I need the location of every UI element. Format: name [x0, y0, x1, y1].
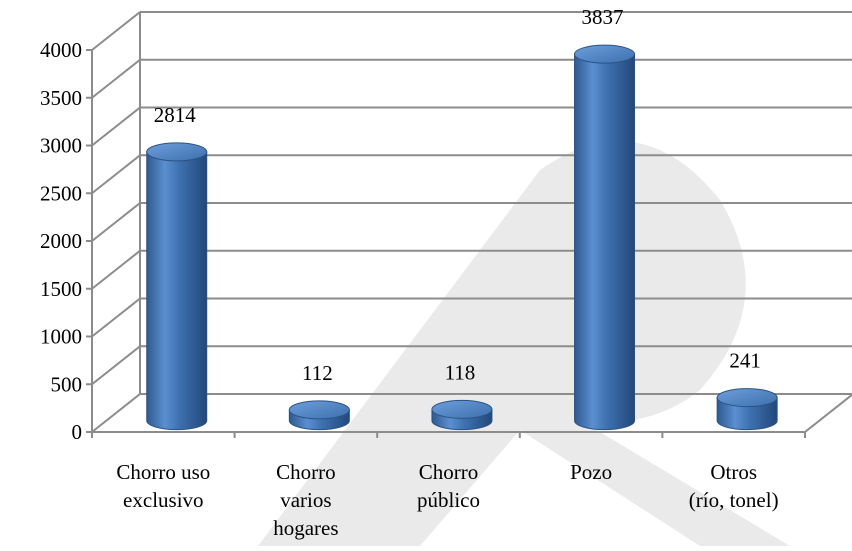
bar-4 — [716, 388, 778, 431]
data-label-3: 3837 — [582, 5, 624, 29]
y-tick-label-2000: 2000 — [40, 229, 82, 253]
gridline-diagonal-500 — [91, 345, 141, 386]
bar-top-2 — [431, 399, 493, 419]
category-label-2-1: público — [417, 488, 480, 512]
y-tick-label-4000: 4000 — [40, 38, 82, 62]
y-tick-label-3500: 3500 — [40, 86, 82, 110]
bar-2 — [431, 399, 493, 431]
watermark-shape — [258, 141, 790, 547]
data-label-0: 2814 — [154, 103, 197, 127]
bar-top-0 — [146, 142, 208, 162]
y-tick-label-3000: 3000 — [40, 134, 82, 158]
category-label-0-0: Chorro uso — [116, 460, 210, 484]
bar-top-4 — [716, 388, 778, 408]
y-tick-label-1500: 1500 — [40, 277, 82, 301]
category-label-0-1: exclusivo — [123, 488, 203, 512]
bar-top-1 — [288, 400, 350, 420]
gridline-diagonal-1000 — [91, 297, 141, 338]
category-label-4-1: (río, tonel) — [689, 488, 779, 512]
category-label-1-2: hogares — [273, 516, 338, 540]
y-tick-label-0: 0 — [72, 420, 83, 444]
gridline-diagonal-3000 — [91, 106, 141, 147]
bar-body-3 — [574, 53, 636, 431]
gridline-diagonal-2500 — [91, 154, 141, 195]
y-tick-label-500: 500 — [51, 372, 83, 396]
labels: 0 500 1000 1500 2000 2500 3000 3500 4000 2814 Chor… — [40, 5, 779, 540]
bar-top-3 — [574, 44, 636, 64]
gridline-diagonal-4000 — [91, 11, 141, 51]
data-label-4: 241 — [729, 349, 761, 373]
y-tick-label-1000: 1000 — [40, 325, 82, 349]
category-label-1-1: varios — [280, 488, 331, 512]
gridline-diagonal-1500 — [91, 249, 141, 290]
bar-3 — [574, 44, 636, 431]
category-label-4-0: Otros — [710, 460, 757, 484]
category-label-2-0: Chorro — [419, 460, 479, 484]
axes — [86, 49, 852, 438]
data-label-1: 112 — [302, 361, 333, 385]
gridline-diagonal-0 — [91, 393, 141, 433]
y-tick-label-2500: 2500 — [40, 181, 82, 205]
bar-0 — [146, 142, 208, 431]
bar-body-0 — [146, 151, 208, 431]
bar-1 — [288, 400, 350, 431]
gridline-diagonal-2000 — [91, 202, 141, 242]
data-label-2: 118 — [445, 360, 476, 384]
gridlines — [91, 11, 852, 433]
category-label-3-0: Pozo — [570, 460, 612, 484]
watermark — [258, 141, 790, 547]
floor-right-edge — [804, 393, 852, 433]
category-label-1-0: Chorro — [276, 460, 336, 484]
gridline-diagonal-3500 — [91, 58, 141, 99]
bars — [146, 44, 778, 431]
